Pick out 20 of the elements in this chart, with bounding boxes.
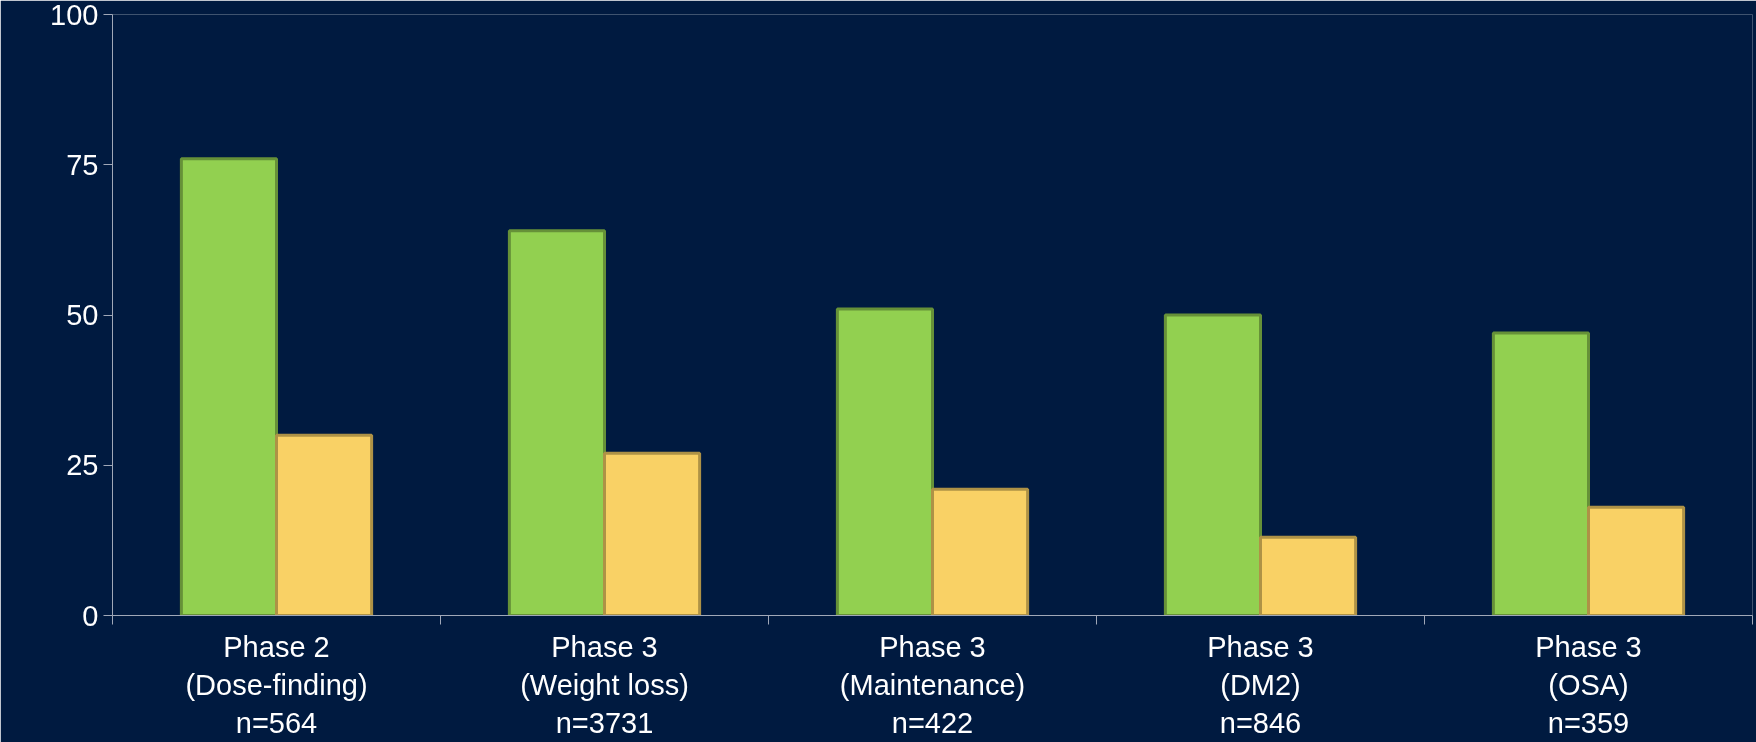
- y-tick-label: 100: [50, 0, 99, 31]
- bar: [1163, 313, 1262, 616]
- bar: [275, 433, 374, 616]
- bar: [1587, 505, 1686, 616]
- x-tick-label: Phase 2 (Dose-finding) n=564: [185, 630, 368, 740]
- y-tick-label: 75: [66, 148, 99, 181]
- y-tick-label: 25: [66, 449, 99, 482]
- y-tick-label: 50: [66, 299, 99, 331]
- bar: [603, 451, 702, 616]
- bar: [507, 229, 606, 616]
- y-tick-label: 0: [82, 599, 99, 632]
- bar: [179, 157, 278, 616]
- bar: [1491, 331, 1590, 616]
- bar: [1259, 535, 1358, 616]
- bar: [931, 487, 1030, 616]
- x-tick-label: Phase 3 (Maintenance) n=422: [839, 630, 1026, 740]
- bar: [835, 307, 934, 616]
- x-tick-label: Phase 3 (Weight loss) n=3731: [520, 630, 689, 740]
- x-tick-label: Phase 3 (OSA) n=359: [1535, 630, 1642, 740]
- x-tick-label: Phase 3 (DM2) n=846: [1207, 630, 1314, 740]
